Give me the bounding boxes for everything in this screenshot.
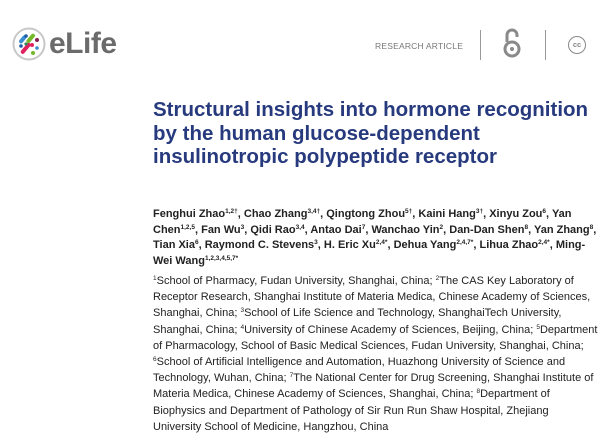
author-affiliation-marker: 7 bbox=[361, 223, 366, 231]
author-affiliation-marker: 3 bbox=[314, 239, 318, 247]
author-name[interactable]: Yan Chen bbox=[153, 208, 572, 236]
author-affiliation-marker: 1,2† bbox=[225, 208, 238, 215]
author-affiliation-marker: 1,2,3,4,5,7* bbox=[204, 255, 239, 263]
author-name[interactable]: Lihua Zhao bbox=[479, 239, 539, 252]
affiliation-number: 5 bbox=[536, 323, 540, 331]
affiliation-number: 4 bbox=[240, 323, 245, 331]
author-name[interactable]: Ming-Wei Wang bbox=[153, 239, 586, 268]
author-affiliation-marker: 3 bbox=[240, 223, 245, 231]
elife-logo-mark-icon bbox=[12, 27, 46, 61]
article-title: Structural insights into hormone recogni… bbox=[153, 98, 589, 168]
affiliation-number: 1 bbox=[153, 275, 157, 282]
affiliation-text: The National Center for Drug Screening, … bbox=[153, 372, 594, 401]
author-affiliation-marker: 8 bbox=[524, 223, 529, 231]
creative-commons-icon[interactable]: cc bbox=[568, 36, 586, 54]
author-name[interactable]: Tian Xia bbox=[153, 239, 195, 252]
author-list: Fenghui Zhao1,2†, Chao Zhang3,4†, Qingto… bbox=[153, 208, 597, 268]
author-affiliation-marker: 2,4* bbox=[538, 239, 550, 247]
author-name[interactable]: Wanchao Yin bbox=[371, 223, 440, 236]
author-affiliation-marker: 2,4* bbox=[375, 239, 388, 247]
affiliation-text: School of Life Science and Technology, S… bbox=[153, 307, 562, 336]
author-name[interactable]: H. Eric Xu bbox=[323, 239, 376, 252]
author-affiliation-marker: 6 bbox=[194, 239, 199, 247]
author-name[interactable]: Chao Zhang bbox=[243, 208, 308, 220]
author-affiliation-marker: 3,4† bbox=[307, 208, 321, 215]
affiliation-text: The CAS Key Laboratory of Receptor Resea… bbox=[153, 275, 591, 320]
journal-name: eLife bbox=[49, 27, 117, 60]
affiliation-text: School of Artificial Intelligence and Au… bbox=[153, 356, 566, 385]
affiliation-number: 6 bbox=[153, 356, 157, 364]
affiliation-text: Department of Biophysics and Department … bbox=[153, 388, 550, 433]
author-affiliation-marker: 5† bbox=[405, 208, 413, 215]
header-divider bbox=[480, 30, 481, 60]
author-affiliation-marker: 8 bbox=[589, 223, 594, 231]
author-name[interactable]: Kaini Hang bbox=[418, 208, 476, 220]
author-name[interactable]: Raymond C. Stevens bbox=[204, 239, 315, 252]
author-name[interactable]: Qingtong Zhou bbox=[326, 208, 406, 220]
author-name[interactable]: Dan-Dan Shen bbox=[449, 223, 525, 236]
author-name[interactable]: Yan Zhang bbox=[533, 223, 590, 236]
author-affiliation-marker: 3,4 bbox=[295, 223, 305, 231]
article-type-label: RESEARCH ARTICLE bbox=[375, 41, 464, 51]
affiliation-text: University of Chinese Academy of Science… bbox=[244, 323, 531, 336]
affiliation-number: 2 bbox=[435, 275, 440, 282]
author-affiliation-marker: 3† bbox=[475, 208, 484, 215]
affiliation-list: 1School of Pharmacy, Fudan University, S… bbox=[153, 275, 598, 433]
open-access-lock-icon[interactable] bbox=[502, 26, 522, 60]
author-name[interactable]: Fan Wu bbox=[201, 223, 241, 236]
author-name[interactable]: Dehua Yang bbox=[393, 239, 457, 252]
elife-logo[interactable]: eLife bbox=[12, 27, 117, 61]
affiliation-number: 3 bbox=[240, 307, 245, 315]
affiliation-text: Department of Pharmacology, School of Ba… bbox=[153, 323, 598, 352]
affiliation-text: School of Pharmacy, Fudan University, Sh… bbox=[156, 275, 430, 287]
author-name[interactable]: Antao Dai bbox=[310, 223, 362, 236]
affiliation-number: 8 bbox=[476, 388, 481, 396]
author-affiliation-marker: 2 bbox=[439, 223, 444, 231]
author-name[interactable]: Qidi Rao bbox=[250, 223, 296, 236]
author-affiliation-marker: 1,2,5 bbox=[180, 223, 195, 231]
author-affiliation-marker: 2,4,7* bbox=[456, 239, 474, 247]
author-name[interactable]: Fenghui Zhao bbox=[153, 208, 226, 220]
author-name[interactable]: Xinyu Zou bbox=[489, 208, 543, 220]
author-affiliation-marker: 6 bbox=[542, 208, 547, 215]
header-divider bbox=[545, 30, 546, 60]
affiliation-number: 7 bbox=[289, 372, 294, 380]
